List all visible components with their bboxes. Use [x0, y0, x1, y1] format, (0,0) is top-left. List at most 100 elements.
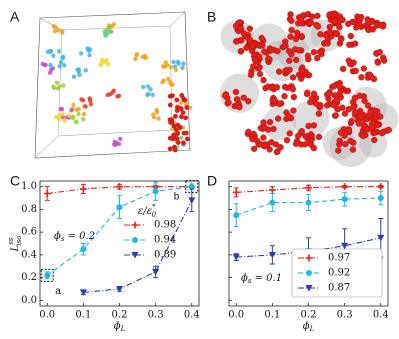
particle — [270, 125, 277, 133]
particle — [310, 49, 317, 56]
particle — [357, 113, 364, 120]
particle — [341, 110, 349, 117]
y-tick-label: 1.0 — [21, 181, 37, 192]
particle — [174, 136, 180, 141]
particle — [148, 87, 153, 92]
particle — [385, 126, 392, 134]
particle — [184, 136, 190, 142]
particle — [56, 116, 62, 122]
particle — [260, 134, 267, 141]
particle — [146, 91, 151, 97]
particle — [347, 137, 354, 145]
particle — [71, 74, 77, 79]
particle — [87, 96, 92, 101]
particle — [315, 133, 323, 141]
particle — [175, 140, 181, 146]
legend-marker — [132, 237, 138, 243]
y-tick-label: 0.2 — [21, 272, 37, 283]
particle — [87, 47, 93, 52]
particle — [160, 80, 165, 85]
legend-label: 0.94 — [154, 235, 176, 246]
particle — [286, 47, 293, 55]
particle — [317, 31, 324, 38]
x-tick-label: 0.2 — [301, 310, 317, 321]
particle — [173, 67, 179, 73]
particle — [48, 62, 53, 68]
particle — [293, 56, 300, 64]
series-line — [47, 186, 192, 195]
particle — [266, 146, 273, 153]
particle — [167, 102, 173, 108]
particle — [293, 29, 301, 36]
particle — [261, 142, 268, 150]
panel-label: A — [10, 9, 20, 25]
x-tick-label: 0.3 — [148, 310, 164, 321]
x-tick-label: 0.0 — [39, 310, 55, 321]
particle — [330, 101, 337, 109]
particle — [307, 19, 315, 26]
text-part: ϕ — [303, 321, 310, 332]
particle — [105, 92, 110, 98]
particle — [256, 64, 263, 71]
render-b — [219, 10, 399, 168]
legend-marker — [305, 254, 313, 262]
particle — [180, 65, 185, 71]
particle — [53, 24, 58, 30]
particle — [271, 97, 279, 104]
text-part: * — [152, 203, 156, 211]
text-part: L — [309, 325, 315, 333]
rich-text: ϕL — [303, 321, 315, 334]
particle — [379, 130, 386, 137]
particle — [80, 98, 86, 103]
particle — [180, 110, 186, 115]
particle — [368, 74, 375, 81]
marker — [377, 183, 385, 191]
particle — [40, 61, 45, 67]
particle — [179, 135, 184, 140]
particle — [221, 92, 229, 99]
particle — [316, 48, 324, 56]
text-part: ϕ — [114, 321, 121, 332]
particle — [247, 71, 255, 79]
particle — [54, 80, 60, 85]
particle — [173, 127, 179, 133]
marker — [43, 190, 51, 197]
particle — [83, 68, 88, 73]
particle — [331, 17, 338, 25]
particle — [251, 56, 258, 63]
marker — [44, 272, 51, 279]
series-line — [236, 186, 381, 193]
x-tick-label: 0.4 — [373, 310, 389, 321]
marker — [341, 196, 348, 203]
particle — [187, 105, 193, 110]
particle — [377, 113, 384, 120]
particle — [106, 62, 111, 67]
particle — [336, 90, 344, 97]
marker — [188, 183, 195, 190]
particle — [346, 41, 353, 48]
particle — [179, 114, 184, 120]
particle — [146, 84, 151, 89]
particle — [298, 67, 306, 74]
callout-label: b — [174, 191, 180, 202]
text-part: ϕ — [54, 231, 61, 242]
cube-edge — [39, 17, 63, 31]
particle — [181, 61, 186, 66]
particle — [314, 23, 322, 30]
callout-box — [40, 268, 54, 282]
particle — [66, 113, 72, 118]
particle — [305, 72, 313, 79]
particle — [256, 70, 264, 78]
particle — [381, 57, 388, 64]
marker — [268, 251, 276, 259]
particle — [114, 140, 119, 146]
particle — [74, 107, 79, 113]
marker — [152, 268, 160, 276]
particle — [298, 33, 305, 40]
particle — [76, 111, 81, 117]
particle — [170, 136, 176, 142]
particle — [58, 60, 64, 65]
particle — [171, 59, 176, 65]
particle — [281, 93, 288, 100]
particle — [245, 98, 252, 105]
